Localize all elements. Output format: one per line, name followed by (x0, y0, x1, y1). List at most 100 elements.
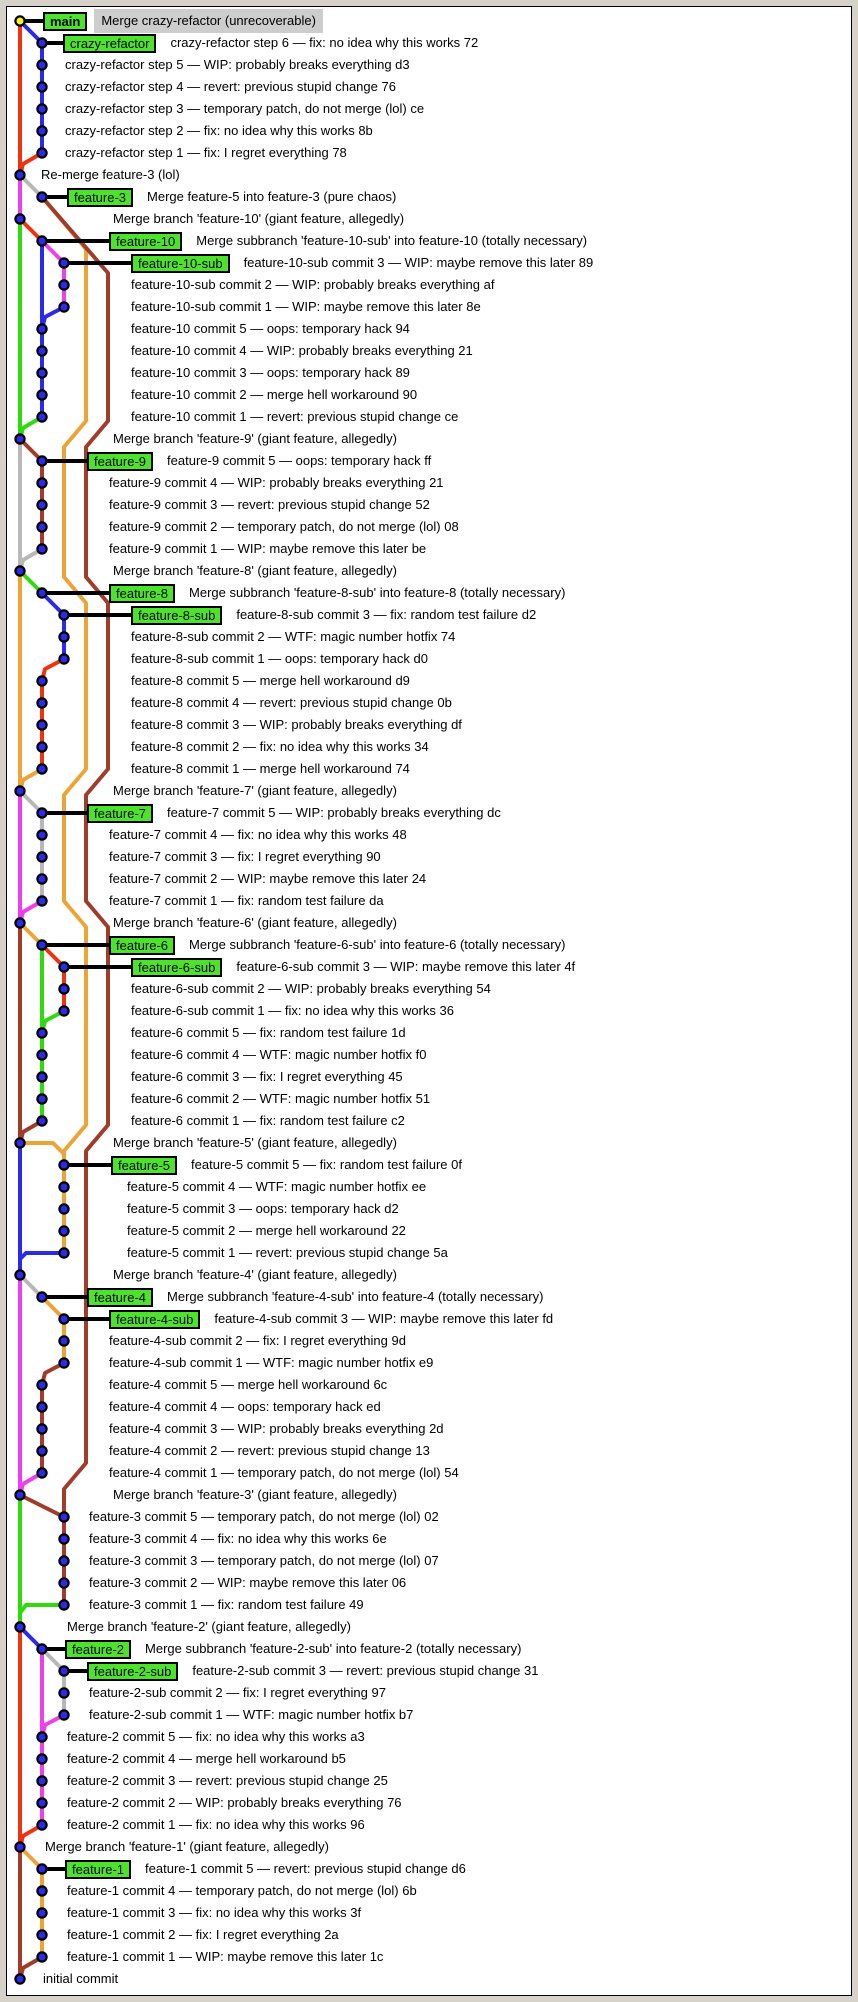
commit-node[interactable] (36, 521, 48, 533)
commit-row[interactable]: crazy-refactor step 1 — fix: I regret ev… (7, 142, 851, 164)
commit-node[interactable] (36, 1819, 48, 1831)
commit-node[interactable] (36, 191, 48, 203)
commit-row[interactable]: feature-8 commit 2 — fix: no idea why th… (7, 736, 851, 758)
commit-node[interactable] (36, 499, 48, 511)
commit-row[interactable]: Merge branch 'feature-3' (giant feature,… (7, 1484, 851, 1506)
commit-node[interactable] (58, 1577, 70, 1589)
commit-row[interactable]: feature-8 Merge subbranch 'feature-8-sub'… (7, 582, 851, 604)
commit-row[interactable]: feature-4 commit 5 — merge hell workarou… (7, 1374, 851, 1396)
commit-node[interactable] (58, 279, 70, 291)
commit-row[interactable]: feature-8 commit 5 — merge hell workarou… (7, 670, 851, 692)
branch-label-main[interactable]: main (43, 11, 88, 31)
commit-node[interactable] (36, 1731, 48, 1743)
commit-row[interactable]: feature-10 Merge subbranch 'feature-10-su… (7, 230, 851, 252)
commit-row[interactable]: feature-3 commit 3 — temporary patch, do… (7, 1550, 851, 1572)
branch-label-feature-10-sub[interactable]: feature-10-sub (131, 253, 230, 273)
commit-node[interactable] (36, 1467, 48, 1479)
commit-node[interactable] (58, 983, 70, 995)
head-commit-node[interactable] (14, 15, 26, 27)
commit-node[interactable] (14, 433, 26, 445)
commit-node[interactable] (58, 1247, 70, 1259)
branch-label-feature-4[interactable]: feature-4 (87, 1287, 154, 1307)
commit-row[interactable]: Merge branch 'feature-8' (giant feature,… (7, 560, 851, 582)
commit-row[interactable]: Merge branch 'feature-7' (giant feature,… (7, 780, 851, 802)
commit-node[interactable] (36, 1027, 48, 1039)
commit-node[interactable] (36, 1115, 48, 1127)
commit-node[interactable] (58, 1709, 70, 1721)
commit-node[interactable] (14, 785, 26, 797)
commit-node[interactable] (36, 1753, 48, 1765)
commit-node[interactable] (36, 367, 48, 379)
commit-row[interactable]: feature-9 commit 1 — WIP: maybe remove t… (7, 538, 851, 560)
commit-row[interactable]: feature-1 commit 2 — fix: I regret every… (7, 1924, 851, 1946)
commit-node[interactable] (36, 807, 48, 819)
commit-node[interactable] (58, 961, 70, 973)
commit-row[interactable]: feature-4-sub commit 1 — WTF: magic numb… (7, 1352, 851, 1374)
commit-row[interactable]: feature-1 feature-1 commit 5 — revert: pr… (7, 1858, 851, 1880)
commit-row[interactable]: feature-6-sub commit 1 — fix: no idea wh… (7, 1000, 851, 1022)
commit-row[interactable]: main Merge crazy-refactor (unrecoverable) (7, 9, 851, 33)
commit-row[interactable]: feature-4 commit 2 — revert: previous st… (7, 1440, 851, 1462)
commit-row[interactable]: feature-2 commit 4 — merge hell workarou… (7, 1748, 851, 1770)
commit-row[interactable]: feature-4-sub commit 2 — fix: I regret e… (7, 1330, 851, 1352)
commit-row[interactable]: feature-3 Merge feature-5 into feature-3 … (7, 186, 851, 208)
commit-node[interactable] (58, 653, 70, 665)
commit-row[interactable]: feature-5 commit 3 — oops: temporary hac… (7, 1198, 851, 1220)
commit-row[interactable]: feature-6 commit 2 — WTF: magic number h… (7, 1088, 851, 1110)
commit-node[interactable] (36, 323, 48, 335)
commit-node[interactable] (36, 1401, 48, 1413)
commit-node[interactable] (36, 1093, 48, 1105)
commit-row[interactable]: feature-4 Merge subbranch 'feature-4-sub'… (7, 1286, 851, 1308)
commit-row[interactable]: crazy-refactor step 4 — revert: previous… (7, 76, 851, 98)
commit-node[interactable] (36, 1643, 48, 1655)
commit-node[interactable] (14, 917, 26, 929)
commit-node[interactable] (14, 1841, 26, 1853)
commit-node[interactable] (58, 1665, 70, 1677)
branch-label-crazy-refactor[interactable]: crazy-refactor (63, 33, 157, 53)
commit-row[interactable]: feature-9 commit 3 — revert: previous st… (7, 494, 851, 516)
commit-row[interactable]: feature-2 commit 5 — fix: no idea why th… (7, 1726, 851, 1748)
commit-row[interactable]: feature-2 Merge subbranch 'feature-2-sub'… (7, 1638, 851, 1660)
commit-row[interactable]: Re-merge feature-3 (lol) (7, 164, 851, 186)
commit-node[interactable] (14, 1137, 26, 1149)
commit-node[interactable] (36, 675, 48, 687)
commit-node[interactable] (14, 213, 26, 225)
commit-row[interactable]: feature-10-sub feature-10-sub commit 3 — … (7, 252, 851, 274)
commit-row[interactable]: feature-2 commit 2 — WIP: probably break… (7, 1792, 851, 1814)
commit-row[interactable]: feature-2 commit 3 — revert: previous st… (7, 1770, 851, 1792)
commit-row[interactable]: feature-6 commit 5 — fix: random test fa… (7, 1022, 851, 1044)
commit-node[interactable] (58, 1599, 70, 1611)
branch-label-feature-2-sub[interactable]: feature-2-sub (87, 1661, 179, 1681)
commit-node[interactable] (14, 565, 26, 577)
commit-node[interactable] (36, 1379, 48, 1391)
branch-label-feature-7[interactable]: feature-7 (87, 803, 154, 823)
commit-node[interactable] (36, 851, 48, 863)
commit-row[interactable]: feature-5 commit 1 — revert: previous st… (7, 1242, 851, 1264)
commit-node[interactable] (58, 1511, 70, 1523)
commit-node[interactable] (58, 1005, 70, 1017)
commit-node[interactable] (58, 257, 70, 269)
commit-node[interactable] (36, 455, 48, 467)
commit-row[interactable]: feature-4 commit 4 — oops: temporary hac… (7, 1396, 851, 1418)
commit-row[interactable]: feature-1 commit 4 — temporary patch, do… (7, 1880, 851, 1902)
commit-row[interactable]: initial commit (7, 1968, 851, 1990)
commit-row[interactable]: feature-5 feature-5 commit 5 — fix: rando… (7, 1154, 851, 1176)
commit-row[interactable]: feature-6 commit 3 — fix: I regret every… (7, 1066, 851, 1088)
commit-node[interactable] (36, 1291, 48, 1303)
commit-node[interactable] (36, 59, 48, 71)
commit-node[interactable] (58, 1555, 70, 1567)
commit-row[interactable]: feature-8-sub commit 2 — WTF: magic numb… (7, 626, 851, 648)
commit-node[interactable] (36, 235, 48, 247)
commit-node[interactable] (36, 81, 48, 93)
commit-row[interactable]: feature-6 Merge subbranch 'feature-6-sub'… (7, 934, 851, 956)
commit-row[interactable]: Merge branch 'feature-5' (giant feature,… (7, 1132, 851, 1154)
commit-node[interactable] (36, 1797, 48, 1809)
commit-node[interactable] (36, 829, 48, 841)
commit-node[interactable] (36, 345, 48, 357)
commit-node[interactable] (36, 587, 48, 599)
commit-node[interactable] (58, 1225, 70, 1237)
commit-node[interactable] (14, 1269, 26, 1281)
commit-node[interactable] (36, 1445, 48, 1457)
commit-node[interactable] (36, 411, 48, 423)
commit-row[interactable]: feature-8 commit 4 — revert: previous st… (7, 692, 851, 714)
